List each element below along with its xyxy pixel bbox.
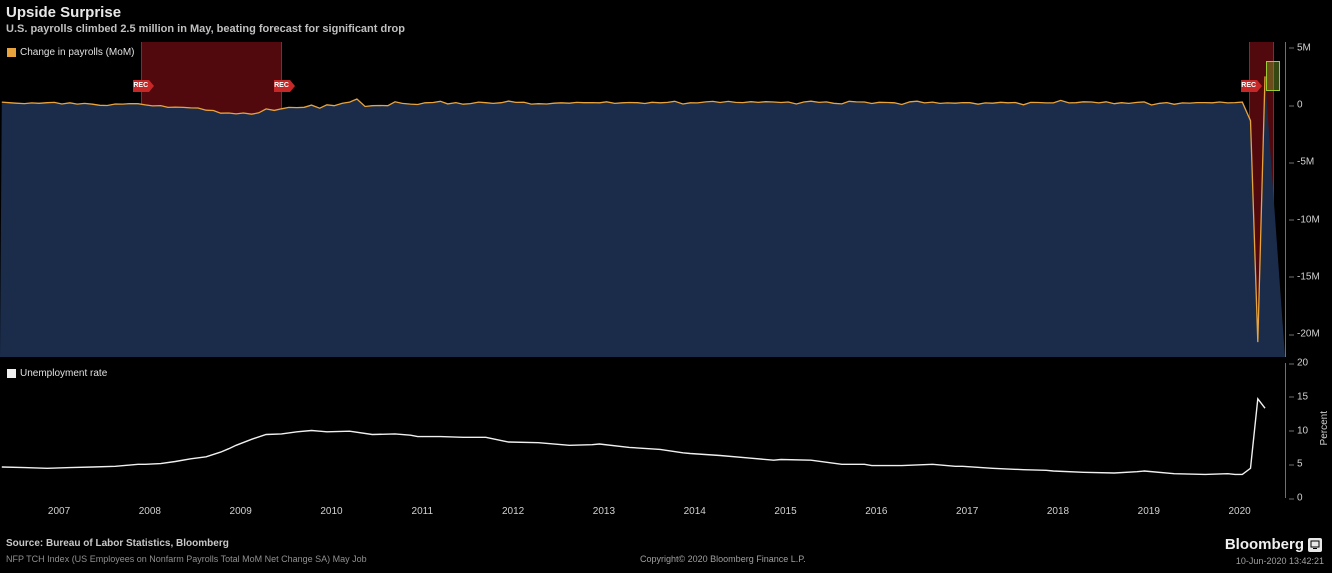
x-tick: 2010 <box>320 506 342 517</box>
timestamp: 10-Jun-2020 13:42:21 <box>1236 556 1324 566</box>
unemployment-panel: Unemployment rate <box>0 363 1285 498</box>
y-tick: 5 <box>1297 459 1303 470</box>
recession-start-tag: REC <box>133 80 149 92</box>
x-tick: 2015 <box>774 506 796 517</box>
unemployment-legend-swatch <box>7 369 16 378</box>
x-tick: 2011 <box>412 506 434 517</box>
x-tick: 2014 <box>684 506 706 517</box>
unemployment-y-axis: Percent 20151050 <box>1285 363 1332 498</box>
x-tick: 2012 <box>502 506 524 517</box>
y-tick: 0 <box>1297 493 1303 504</box>
x-axis: 2007 2008 2009 2010 2011 2012 2013 2014 2015 2016… <box>0 500 1285 520</box>
y-tick: 20 <box>1297 358 1308 369</box>
chart-subtitle: U.S. payrolls climbed 2.5 million in May… <box>6 23 1326 35</box>
payrolls-legend-swatch <box>7 48 16 57</box>
unemployment-y-unit: Percent <box>1319 411 1330 445</box>
chart-title: Upside Surprise <box>6 4 1326 21</box>
copyright-line: Copyright© 2020 Bloomberg Finance L.P. <box>640 554 806 564</box>
y-tick: -20M <box>1297 329 1320 340</box>
payrolls-legend: Change in payrolls (MoM) <box>3 45 141 60</box>
x-tick: 2018 <box>1047 506 1069 517</box>
payrolls-legend-label: Change in payrolls (MoM) <box>20 47 135 58</box>
y-tick: 5M <box>1297 42 1311 53</box>
unemployment-legend: Unemployment rate <box>3 366 113 381</box>
x-tick: 2016 <box>865 506 887 517</box>
x-tick: 2019 <box>1138 506 1160 517</box>
x-tick: 2008 <box>139 506 161 517</box>
unemployment-legend-label: Unemployment rate <box>20 368 107 379</box>
payrolls-plot <box>0 42 1285 357</box>
x-tick: 2020 <box>1228 506 1250 517</box>
chart-header: Upside Surprise U.S. payrolls climbed 2.… <box>0 0 1332 37</box>
x-tick: 2007 <box>48 506 70 517</box>
y-tick: -15M <box>1297 271 1320 282</box>
description-line: NFP TCH Index (US Employees on Nonfarm P… <box>6 554 367 564</box>
brand-text: Bloomberg <box>1225 536 1304 553</box>
unemployment-plot <box>0 363 1285 498</box>
terminal-icon <box>1308 538 1322 552</box>
x-tick: 2013 <box>593 506 615 517</box>
recession-end-tag: REC <box>274 80 290 92</box>
y-tick: 15 <box>1297 391 1308 402</box>
source-line: Source: Bureau of Labor Statistics, Bloo… <box>6 538 229 549</box>
x-tick: 2009 <box>230 506 252 517</box>
recession-start-tag: REC <box>1241 80 1257 92</box>
highlight-box <box>1266 61 1280 91</box>
y-tick: -5M <box>1297 157 1314 168</box>
y-tick: -10M <box>1297 214 1320 225</box>
x-tick: 2017 <box>956 506 978 517</box>
payrolls-y-axis: 5M 0 -5M -10M -15M -20M <box>1285 42 1332 357</box>
y-tick: 0 <box>1297 100 1303 111</box>
payrolls-panel: Change in payrolls (MoM) REC REC REC <box>0 42 1285 357</box>
y-tick: 10 <box>1297 425 1308 436</box>
bloomberg-brand: Bloomberg <box>1225 536 1322 553</box>
